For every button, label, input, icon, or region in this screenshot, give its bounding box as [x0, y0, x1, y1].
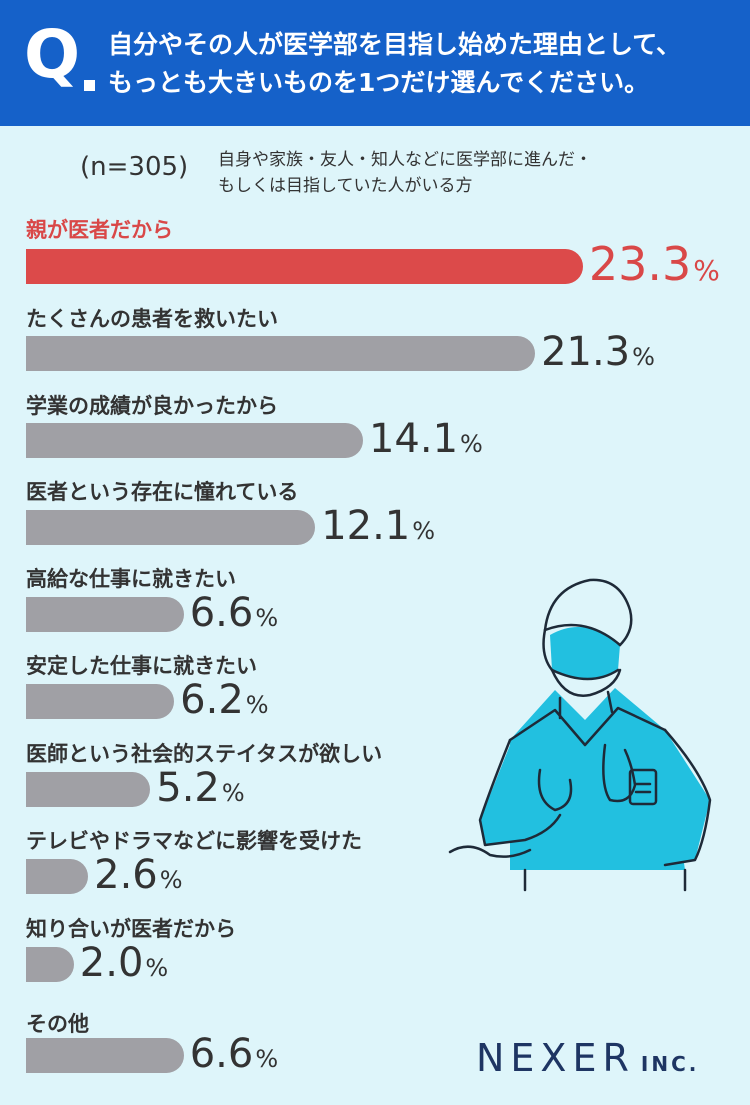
value-number: 6.2 [180, 677, 244, 723]
value-label: 23.3% [589, 241, 720, 287]
category-label: 医者という存在に憧れている [26, 480, 299, 504]
category-label: 知り合いが医者だから [26, 917, 236, 941]
value-label: 6.2% [180, 680, 268, 720]
category-label: 親が医者だから [26, 218, 173, 242]
question-dot [84, 80, 95, 91]
category-label: その他 [26, 1012, 89, 1036]
value-unit: % [159, 866, 183, 894]
category-label: 医師という社会的ステイタスが欲しい [26, 742, 383, 766]
value-label: 2.0% [80, 943, 168, 983]
value-number: 21.3 [541, 329, 631, 375]
value-label: 6.6% [190, 593, 278, 633]
value-number: 6.6 [189, 1031, 254, 1077]
value-unit: % [221, 779, 245, 807]
value-label: 14.1% [369, 419, 483, 459]
logo-main: NEXER [476, 1036, 635, 1080]
question-text: 自分やその人が医学部を目指し始めた理由として、 もっとも大きいものを1つだけ選ん… [108, 26, 738, 102]
value-number: 6.6 [189, 590, 254, 636]
category-label: 学業の成績が良かったから [26, 394, 278, 418]
value-unit: % [693, 254, 720, 287]
category-label: 安定した仕事に就きたい [26, 654, 257, 678]
value-unit: % [460, 430, 483, 458]
bar [26, 859, 89, 894]
bar [26, 684, 175, 719]
sample-description: 自身や家族・友人・知人などに医学部に進んだ・ もしくは目指していた人がいる方 [218, 147, 718, 199]
sample-size: (n=305) [80, 152, 189, 182]
category-label: たくさんの患者を救いたい [26, 307, 278, 331]
bar [26, 947, 74, 982]
value-unit: % [245, 691, 269, 719]
value-unit: % [632, 343, 655, 371]
value-number: 14.1 [368, 416, 459, 462]
question-mark: Q [24, 16, 81, 93]
doctor-illustration-icon [448, 578, 712, 892]
value-unit: % [255, 1045, 279, 1073]
bar [26, 772, 151, 807]
bar [26, 249, 583, 284]
value-unit: % [255, 604, 279, 632]
value-number: 2.0 [79, 940, 144, 986]
value-label: 5.2% [156, 768, 244, 808]
question-line-2: もっとも大きいものを1つだけ選んでください。 [108, 68, 650, 97]
value-number: 23.3 [588, 237, 692, 291]
value-label: 21.3% [541, 332, 655, 372]
value-unit: % [145, 954, 169, 982]
value-unit: % [412, 517, 436, 545]
value-label: 2.6% [94, 855, 182, 895]
bar [26, 510, 316, 545]
category-label: テレビやドラマなどに影響を受けた [26, 829, 362, 853]
sample-description-line-1: 自身や家族・友人・知人などに医学部に進んだ・ [218, 150, 592, 170]
bar [26, 1038, 184, 1073]
value-label: 6.6% [190, 1034, 278, 1074]
sample-description-line-2: もしくは目指していた人がいる方 [218, 176, 473, 196]
value-number: 2.6 [94, 852, 158, 898]
value-number: 12.1 [321, 503, 411, 549]
value-label: 12.1% [321, 506, 435, 546]
bar [26, 597, 184, 632]
bar [26, 336, 536, 371]
question-header: Q 自分やその人が医学部を目指し始めた理由として、 もっとも大きいものを1つだけ… [0, 0, 750, 126]
bar [26, 423, 363, 458]
nexer-logo: NEXER INC. [476, 1036, 699, 1080]
question-line-1: 自分やその人が医学部を目指し始めた理由として、 [108, 30, 682, 59]
category-label: 高給な仕事に就きたい [26, 567, 236, 591]
logo-suffix: INC. [640, 1052, 700, 1076]
value-number: 5.2 [156, 765, 220, 811]
